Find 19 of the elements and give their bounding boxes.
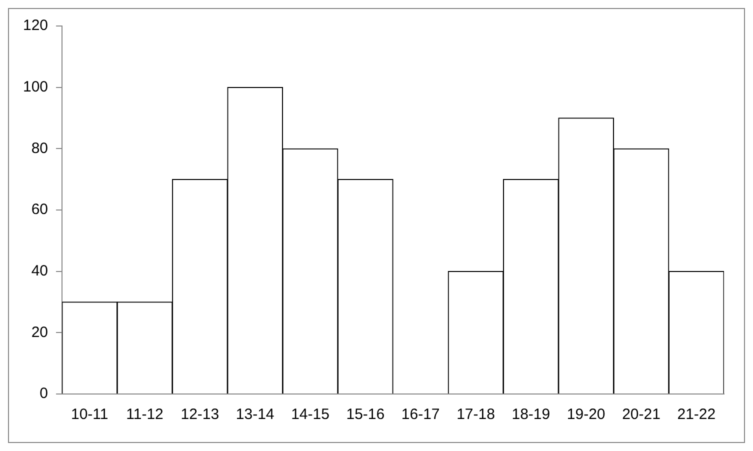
x-tick-label: 14-15 [291, 406, 330, 424]
x-tick-label: 19-20 [566, 406, 606, 424]
x-tick-label: 10-11 [70, 406, 108, 424]
y-tick-label: 60 [31, 201, 48, 218]
y-tick-label: 0 [40, 385, 48, 402]
x-tick-label: 12-13 [180, 406, 220, 424]
x-tick-label: 16-17 [401, 406, 440, 424]
x-tick-label: 11-12 [126, 406, 164, 424]
y-tick-label: 80 [31, 140, 48, 157]
x-tick-label: 21-22 [677, 406, 716, 424]
y-tick-label: 120 [22, 17, 48, 34]
y-tick-label: 40 [31, 262, 48, 280]
y-tick-label: 20 [31, 324, 48, 341]
x-tick-label: 18-19 [512, 406, 550, 424]
y-tick-label: 100 [22, 78, 48, 96]
x-tick-label: 13-14 [236, 406, 274, 424]
x-tick-label: 15-16 [346, 406, 385, 424]
x-tick-label: 20-21 [622, 406, 660, 424]
x-tick-label: 17-18 [456, 406, 495, 424]
